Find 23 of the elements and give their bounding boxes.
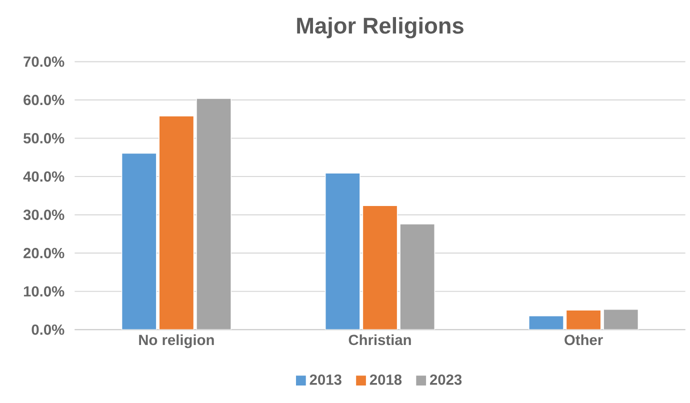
- y-tick-label: 40.0%: [23, 171, 64, 182]
- x-tick-label: No religion: [139, 334, 214, 348]
- bar: [528, 315, 564, 330]
- y-tick-label: 20.0%: [24, 248, 64, 258]
- bar: [362, 205, 398, 330]
- y-tick-label: 0.0%: [32, 324, 64, 335]
- x-tick-label: Christian: [348, 334, 411, 346]
- y-tick-label: 30.0%: [23, 210, 64, 220]
- y-tick-label: 10.0%: [24, 286, 64, 297]
- legend-label: 2023: [430, 374, 462, 385]
- bar: [603, 308, 639, 330]
- y-tick-label: 50.0%: [24, 133, 64, 144]
- x-tick-label: Other: [564, 334, 603, 346]
- bar: [158, 116, 194, 330]
- chart-title: Major Religions: [297, 17, 464, 38]
- y-tick-label: 70.0%: [24, 56, 64, 67]
- legend-label: 2018: [370, 374, 402, 385]
- bar: [400, 224, 436, 330]
- bar: [196, 98, 232, 330]
- bar: [324, 172, 360, 330]
- bar: [566, 310, 602, 330]
- legend-label: 2013: [310, 374, 342, 385]
- y-tick-label: 60.0%: [24, 94, 64, 106]
